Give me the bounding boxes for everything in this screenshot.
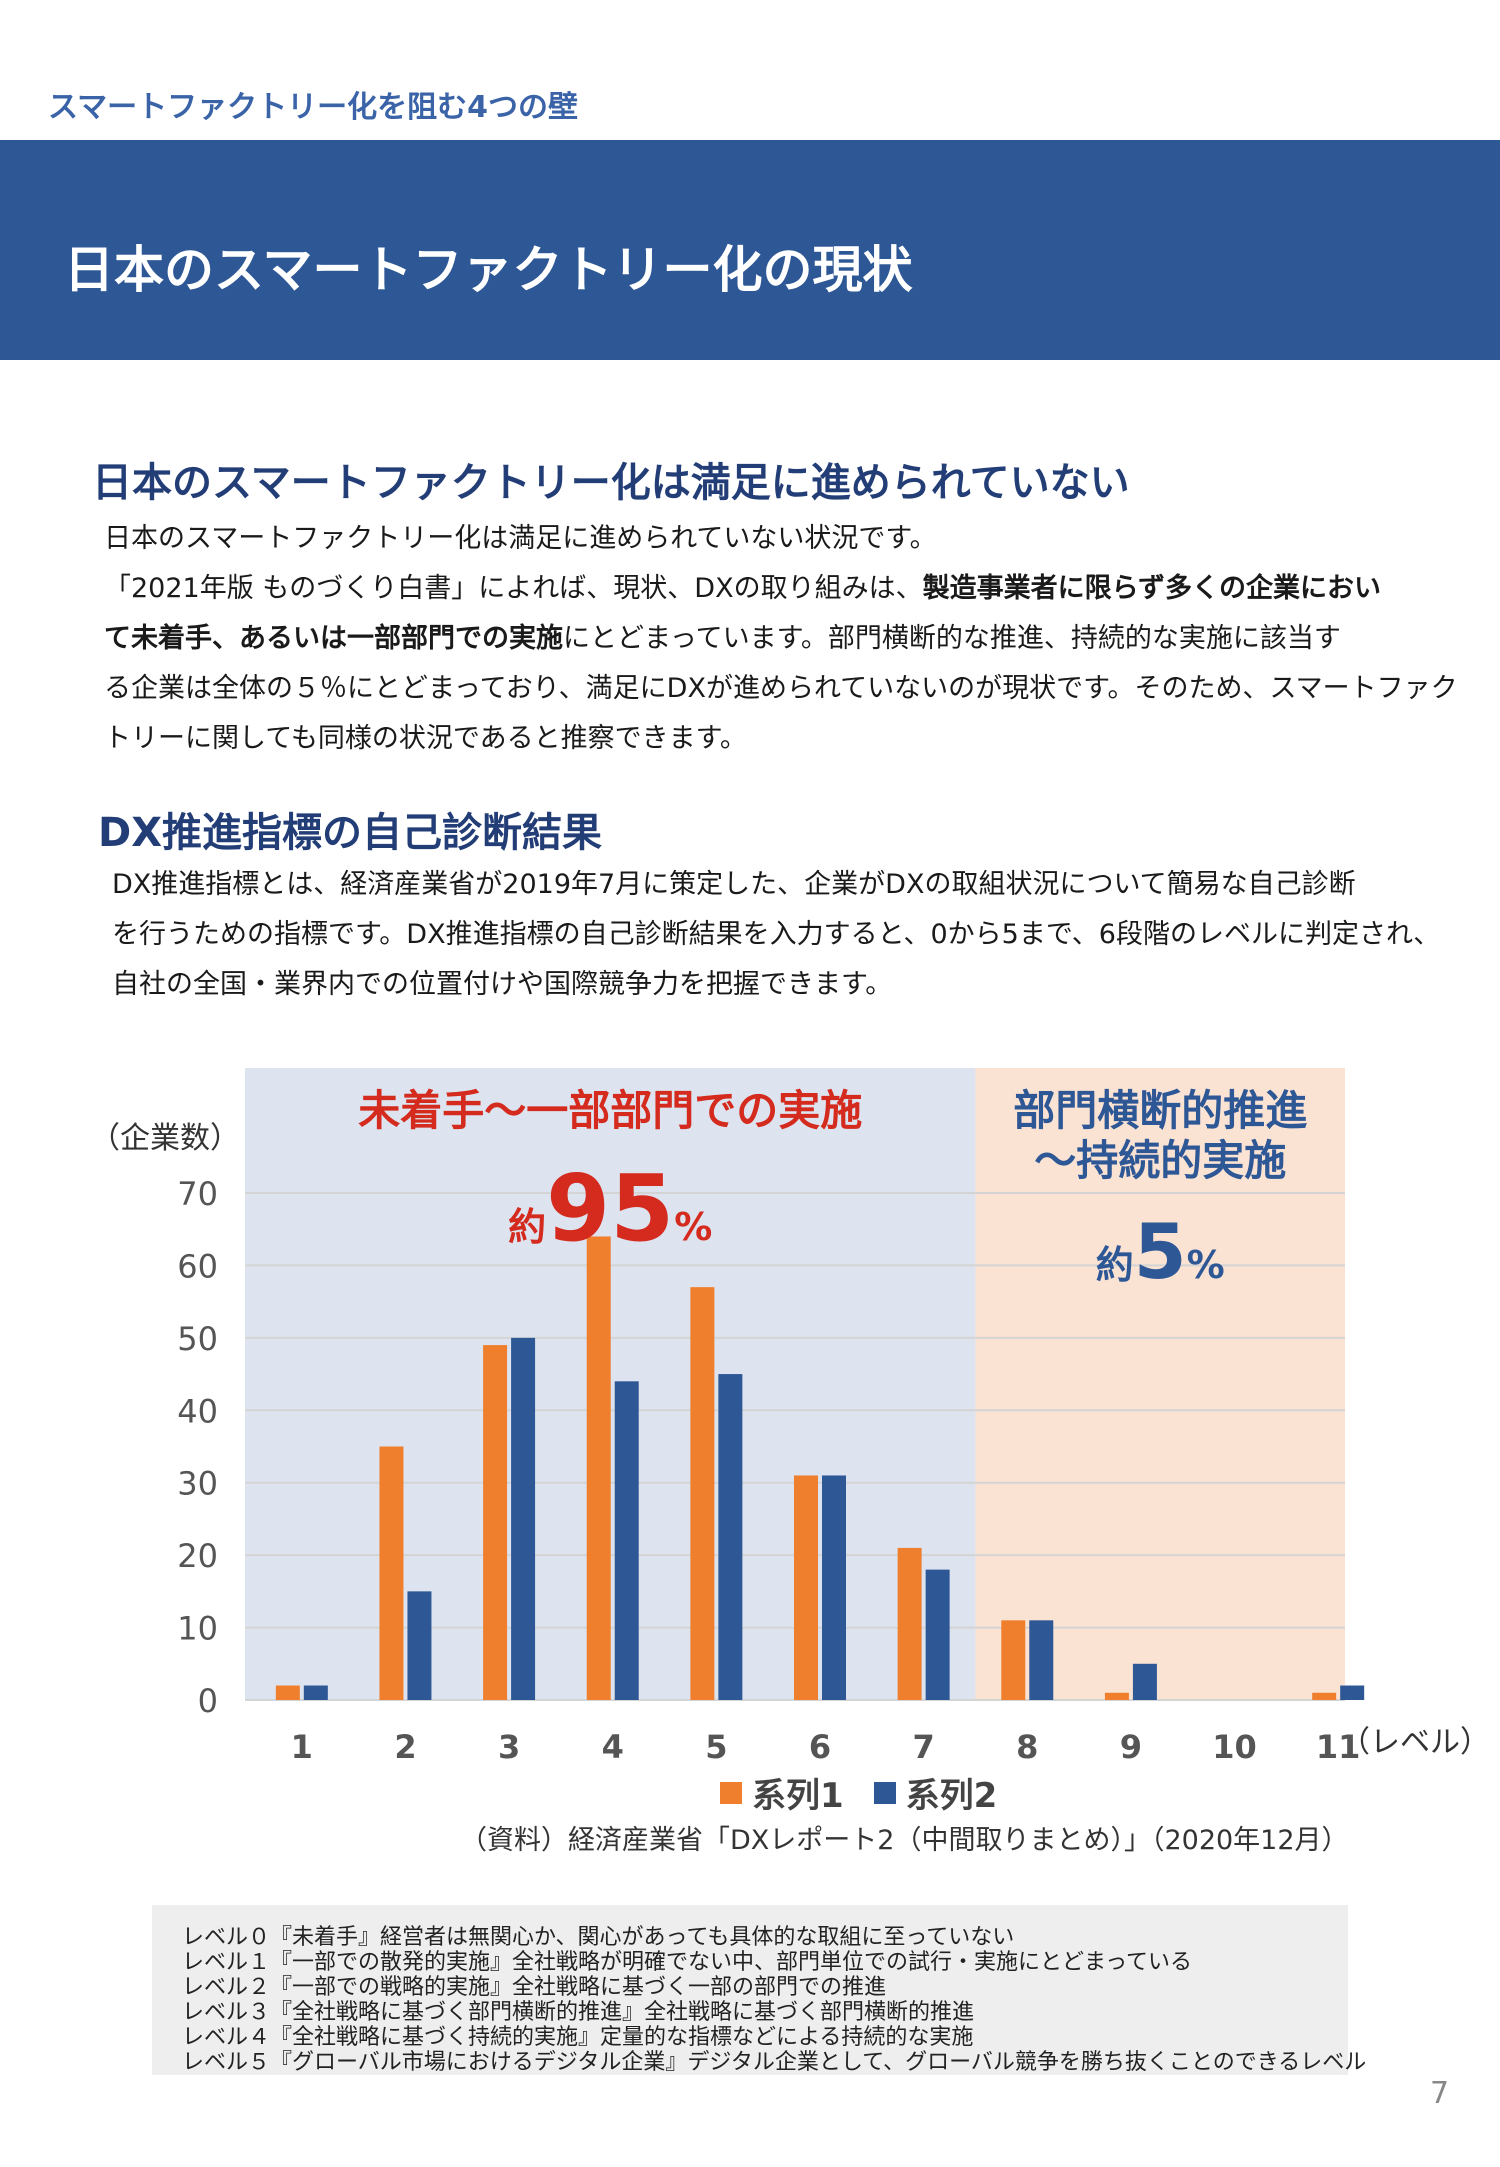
- x-tick-label: 4: [602, 1728, 624, 1766]
- bar-series1: [1312, 1692, 1337, 1700]
- legend-label: 系列1: [752, 1776, 844, 1816]
- x-axis-title: （レベル）: [1340, 1725, 1490, 1760]
- region-label: 部門横断的推進: [1013, 1086, 1307, 1135]
- body-text: る企業は全体の５％にとどまっており、満足にDXが進められていないのが現状です。そ…: [104, 673, 1458, 704]
- region-label: 未着手～一部部門での実施: [358, 1086, 862, 1135]
- y-tick-label: 70: [177, 1175, 218, 1213]
- bar-series2: [303, 1685, 328, 1700]
- title-banner: [0, 140, 1500, 360]
- level-definition: レベル１『一部での散発的実施』全社戦略が明確でない中、部門単位での試行・実施にと…: [182, 1950, 1193, 1975]
- legend-swatch: [873, 1781, 896, 1804]
- section-heading-status: 日本のスマートファクトリー化は満足に進められていない: [92, 460, 1130, 506]
- page-number: 7: [1430, 2076, 1450, 2111]
- region-percentage-value: 5: [1134, 1207, 1187, 1296]
- level-definition: レベル５『グローバル市場におけるデジタル企業』デジタル企業として、グローバル競争…: [182, 2050, 1367, 2075]
- y-tick-label: 50: [177, 1320, 218, 1358]
- x-tick-label: 10: [1212, 1728, 1257, 1766]
- x-tick-label: 6: [809, 1728, 831, 1766]
- bar-series2: [1132, 1663, 1157, 1700]
- y-tick-label: 30: [177, 1465, 218, 1503]
- body-text: 「2021年版 ものづくり白書」によれば、現状、DXの取り組みは、: [104, 573, 923, 604]
- bar-series1: [379, 1446, 404, 1700]
- status-paragraph: 日本のスマートファクトリー化は満足に進められていない状況です。 「2021年版 も…: [104, 514, 1458, 764]
- bar-series2: [718, 1374, 743, 1700]
- region-percentage-unit: %: [1187, 1243, 1225, 1287]
- bar-series2: [822, 1475, 846, 1700]
- bar-series1: [1001, 1620, 1026, 1700]
- region-percentage: 約5%: [1096, 1207, 1225, 1296]
- bar-series1: [794, 1475, 818, 1700]
- source-note: （資料）経済産業省「DXレポート2（中間取りまとめ）」（2020年12月）: [460, 1825, 1349, 1856]
- dx-index-paragraph-line: を行うための指標です。DX推進指標の自己診断結果を入力すると、0から5まで、6段…: [112, 910, 1440, 960]
- x-tick-label: 5: [705, 1728, 727, 1766]
- dx-index-paragraph-line: 自社の全国・業界内での位置付けや国際競争力を把握できます。: [112, 960, 1440, 1010]
- bar-series1: [1104, 1692, 1129, 1700]
- dx-index-paragraph-line: DX推進指標とは、経済産業省が2019年7月に策定した、企業がDXの取組状況につ…: [112, 860, 1440, 910]
- x-tick-label: 11: [1316, 1728, 1361, 1766]
- level-definitions-box: レベル０『未着手』経営者は無関心か、関心があっても具体的な取組に至っていない レベ…: [152, 1905, 1366, 2075]
- emphasis-text: て未着手、あるいは一部部門での実施: [104, 623, 563, 654]
- status-paragraph-line: 「2021年版 ものづくり白書」によれば、現状、DXの取り組みは、製造事業者に限…: [104, 564, 1458, 614]
- dx-index-paragraph: DX推進指標とは、経済産業省が2019年7月に策定した、企業がDXの取組状況につ…: [112, 860, 1440, 1010]
- body-text: を行うための指標です。DX推進指標の自己診断結果を入力すると、0から5まで、6段…: [112, 919, 1441, 950]
- y-axis-title: （企業数）: [90, 1121, 240, 1156]
- chart-region-background: [975, 1068, 1345, 1700]
- y-tick-label: 10: [177, 1610, 218, 1648]
- y-tick-label: 60: [177, 1247, 218, 1285]
- level-definition: レベル２『一部での戦略的実施』全社戦略に基づく一部の部門での推進: [182, 1975, 887, 2000]
- body-text: 日本のスマートファクトリー化は満足に進められていない状況です。: [104, 523, 937, 554]
- region-percentage-unit: %: [674, 1205, 712, 1249]
- page-title: 日本のスマートファクトリー化の現状: [64, 241, 913, 299]
- level-definition: レベル３『全社戦略に基づく部門横断的推進』全社戦略に基づく部門横断的推進: [182, 2000, 975, 2025]
- bar-series2: [407, 1591, 432, 1700]
- x-tick-label: 7: [913, 1728, 935, 1766]
- region-percentage-prefix: 約: [1096, 1243, 1134, 1287]
- x-tick-label: 3: [498, 1728, 520, 1766]
- emphasis-text: 製造事業者に限らず多くの企業におい: [922, 573, 1382, 604]
- body-text: DX推進指標とは、経済産業省が2019年7月に策定した、企業がDXの取組状況につ…: [112, 869, 1356, 900]
- status-paragraph-line: トリーに関しても同様の状況であると推察できます。: [104, 714, 1458, 764]
- y-tick-label: 20: [177, 1537, 218, 1575]
- level-definition: レベル０『未着手』経営者は無関心か、関心があっても具体的な取組に至っていない: [182, 1925, 1015, 1950]
- y-tick-label: 0: [198, 1682, 218, 1720]
- legend-item: 系列2: [873, 1768, 998, 1817]
- region-percentage: 約95%: [508, 1155, 712, 1262]
- legend-item: 系列1: [720, 1768, 844, 1817]
- x-tick-label: 2: [394, 1728, 416, 1766]
- bar-series2: [1029, 1620, 1054, 1700]
- bar-series2: [511, 1337, 536, 1700]
- chart-legend: 系列1 系列2: [720, 1768, 997, 1817]
- body-text: にとどまっています。部門横断的な推進、持続的な実施に該当す: [563, 623, 1341, 654]
- bar-series2: [614, 1381, 639, 1700]
- bar-series2: [925, 1569, 950, 1700]
- x-tick-label: 9: [1120, 1728, 1142, 1766]
- region-percentage-value: 95: [546, 1155, 674, 1262]
- bar-chart: 0 10 20 30 40 50 60 70 （企業数） 1 2 3 4 5 6 7 8 9 10 11 （レベル） 未着…: [0, 1060, 1500, 1860]
- bar-series1: [275, 1685, 300, 1700]
- legend-swatch: [720, 1781, 742, 1804]
- level-definition: レベル４『全社戦略に基づく持続的実施』定量的な指標などによる持続的な実施: [182, 2025, 974, 2050]
- status-paragraph-line: る企業は全体の５％にとどまっており、満足にDXが進められていないのが現状です。そ…: [104, 664, 1458, 714]
- status-paragraph-line: て未着手、あるいは一部部門での実施にとどまっています。部門横断的な推進、持続的な…: [104, 614, 1458, 664]
- section-label: スマートファクトリー化を阻む4つの壁: [48, 90, 578, 125]
- legend-label: 系列2: [905, 1776, 998, 1816]
- bar-series2: [1340, 1685, 1365, 1700]
- body-text: 自社の全国・業界内での位置付けや国際競争力を把握できます。: [112, 969, 893, 1000]
- bar-series1: [897, 1547, 922, 1700]
- bar-chart-svg: 0 10 20 30 40 50 60 70 （企業数） 1 2 3 4 5 6 7 8 9 10 11（レベル） 未着…: [90, 1068, 1490, 1766]
- bar-series1: [690, 1287, 715, 1700]
- section-heading-dx-index: DX推進指標の自己診断結果: [98, 810, 603, 856]
- y-tick-label: 40: [177, 1392, 218, 1430]
- body-text: トリーに関しても同様の状況であると推察できます。: [104, 723, 747, 754]
- status-paragraph-line: 日本のスマートファクトリー化は満足に進められていない状況です。: [104, 514, 1458, 564]
- region-label: ～持続的実施: [1034, 1136, 1286, 1185]
- bar-series1: [483, 1345, 508, 1700]
- x-tick-label: 1: [291, 1728, 313, 1766]
- bar-series1: [586, 1236, 611, 1700]
- region-percentage-prefix: 約: [508, 1205, 546, 1249]
- x-tick-label: 8: [1016, 1728, 1038, 1766]
